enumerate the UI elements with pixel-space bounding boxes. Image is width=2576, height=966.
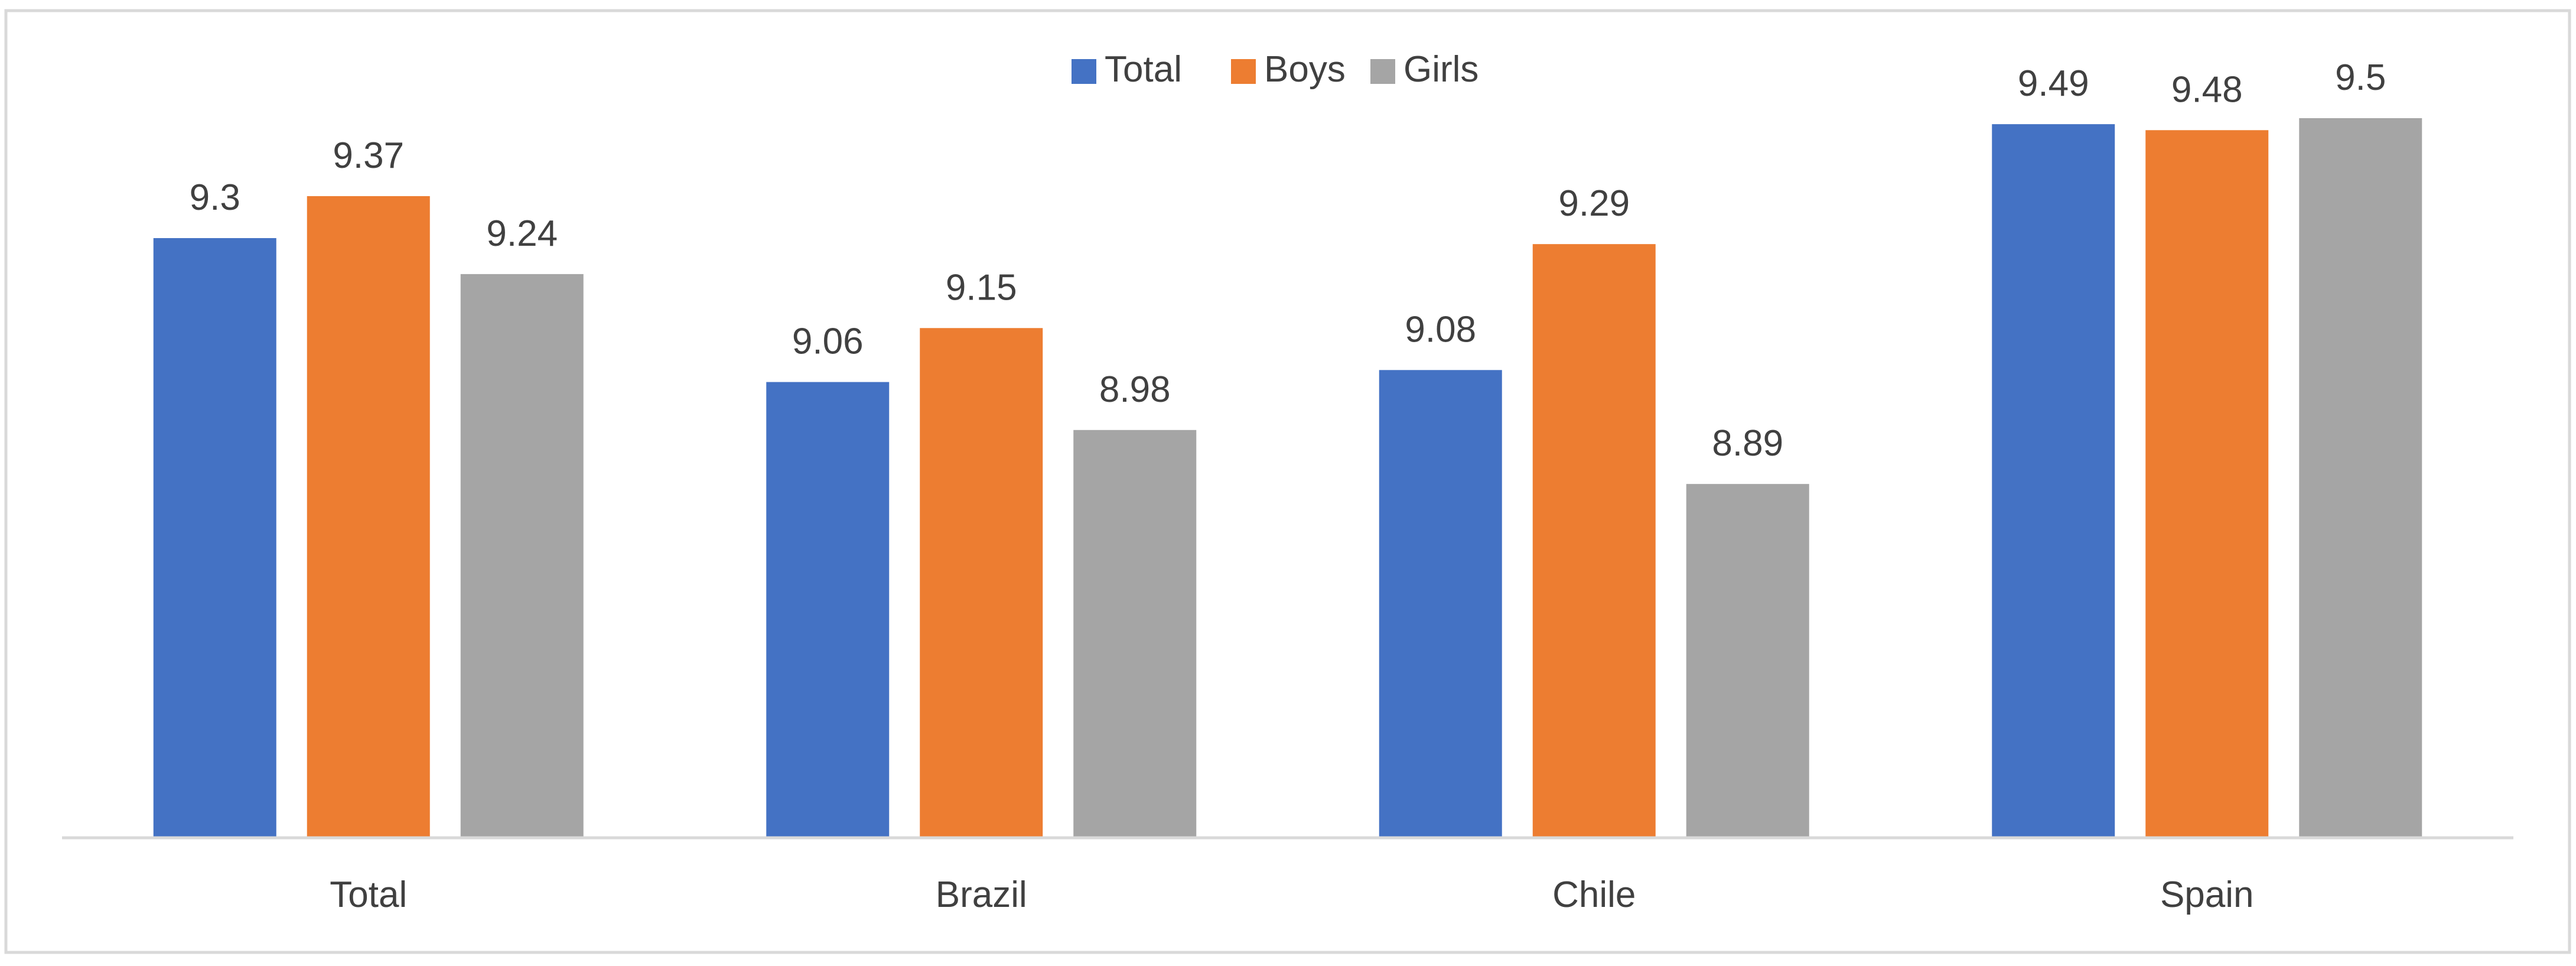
category-label-total: Total <box>330 874 407 915</box>
legend-label-total: Total <box>1105 49 1182 90</box>
category-label-brazil: Brazil <box>936 874 1027 915</box>
legend-label-boys: Boys <box>1264 49 1346 90</box>
legend: Total Boys Girls <box>1072 49 1478 90</box>
value-label-chile-girls: 8.89 <box>1712 423 1783 464</box>
category-label-chile: Chile <box>1552 874 1636 915</box>
bar-chile-girls <box>1686 484 1809 838</box>
value-label-total-total: 9.3 <box>190 177 240 218</box>
category-labels-group: Total Brazil Chile Spain <box>330 874 2253 915</box>
bar-spain-boys <box>2145 130 2269 838</box>
bar-total-total <box>153 238 276 838</box>
value-label-brazil-boys: 9.15 <box>946 267 1017 308</box>
legend-swatch-total <box>1072 59 1096 84</box>
bar-total-boys <box>307 196 430 838</box>
value-label-spain-boys: 9.48 <box>2171 69 2243 110</box>
value-labels-group: 9.3 9.37 9.24 9.06 9.15 8.98 9.08 9.29 8.89 9.49 9… <box>190 57 2386 464</box>
bar-brazil-total <box>766 382 890 838</box>
value-label-chile-boys: 9.29 <box>1558 183 1630 224</box>
value-label-brazil-total: 9.06 <box>792 321 864 362</box>
bar-chile-boys <box>1532 244 1656 838</box>
bars-group <box>153 118 2422 838</box>
bar-spain-girls <box>2299 118 2422 838</box>
value-label-spain-total: 9.49 <box>2018 63 2089 104</box>
bar-chile-total <box>1379 370 1502 838</box>
category-label-spain: Spain <box>2160 874 2254 915</box>
value-label-chile-total: 9.08 <box>1405 309 1476 350</box>
bar-spain-total <box>1992 124 2115 838</box>
legend-swatch-girls <box>1370 59 1395 84</box>
chart-border <box>4 9 2571 954</box>
bar-total-girls <box>460 274 584 838</box>
legend-label-girls: Girls <box>1403 49 1478 90</box>
value-label-spain-girls: 9.5 <box>2335 57 2386 98</box>
value-label-brazil-girls: 8.98 <box>1099 369 1171 410</box>
bar-brazil-boys <box>920 328 1043 838</box>
bar-brazil-girls <box>1073 430 1197 838</box>
value-label-total-boys: 9.37 <box>333 135 404 176</box>
legend-swatch-boys <box>1231 59 1256 84</box>
value-label-total-girls: 9.24 <box>486 213 558 254</box>
